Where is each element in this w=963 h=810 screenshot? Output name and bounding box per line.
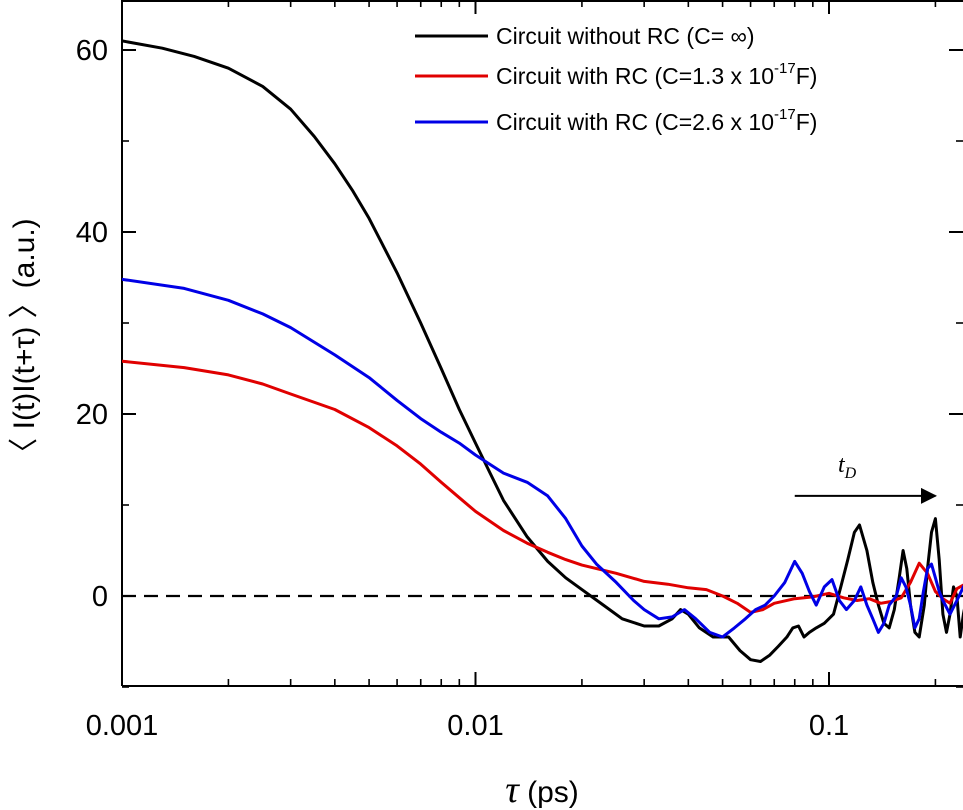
td-annotation: tD bbox=[794, 452, 938, 504]
y-tick-label: 0 bbox=[92, 581, 108, 613]
x-axis-symbol: τ bbox=[505, 769, 520, 810]
legend-text-main: Circuit with RC (C=2.6 x 10 bbox=[496, 109, 774, 135]
y-axis-label: 〈 I(t)I(t+τ) 〉(a.u.) bbox=[8, 218, 41, 467]
legend-text-after: F) bbox=[796, 109, 818, 135]
legend-label-1: Circuit without RC (C= ∞) bbox=[496, 23, 755, 49]
td-label: tD bbox=[838, 452, 857, 482]
series-line-2 bbox=[122, 359, 963, 614]
td-main: t bbox=[838, 452, 846, 478]
legend: Circuit without RC (C= ∞) Circuit with RC… bbox=[415, 23, 817, 135]
legend-label-3: Circuit with RC (C=2.6 x 10-17F) bbox=[496, 106, 817, 135]
tick-labels: 0.001 0.01 0.1 0 20 40 60 bbox=[76, 35, 849, 742]
series-lines bbox=[122, 39, 963, 663]
series-line-3 bbox=[122, 277, 963, 639]
tick-marks bbox=[121, 0, 963, 688]
legend-text-main: Circuit without RC (C= ∞) bbox=[496, 23, 755, 49]
td-sub: D bbox=[844, 465, 857, 482]
x-axis-unit: (ps) bbox=[519, 776, 579, 809]
y-tick-label: 60 bbox=[76, 35, 108, 67]
legend-text-main: Circuit with RC (C=1.3 x 10 bbox=[496, 63, 774, 89]
x-tick-label: 0.01 bbox=[447, 710, 503, 742]
series-line-1 bbox=[122, 39, 963, 663]
legend-text-sup: -17 bbox=[774, 60, 796, 77]
legend-text-after: F) bbox=[796, 63, 818, 89]
x-tick-label: 0.001 bbox=[86, 710, 159, 742]
y-tick-label: 20 bbox=[76, 399, 108, 431]
x-tick-label: 0.1 bbox=[809, 710, 849, 742]
axes-frame bbox=[121, 0, 963, 687]
legend-text-sup: -17 bbox=[774, 106, 796, 123]
legend-label-2: Circuit with RC (C=1.3 x 10-17F) bbox=[496, 60, 817, 89]
y-tick-label: 40 bbox=[76, 217, 108, 249]
x-axis-label: τ (ps) bbox=[505, 769, 579, 810]
